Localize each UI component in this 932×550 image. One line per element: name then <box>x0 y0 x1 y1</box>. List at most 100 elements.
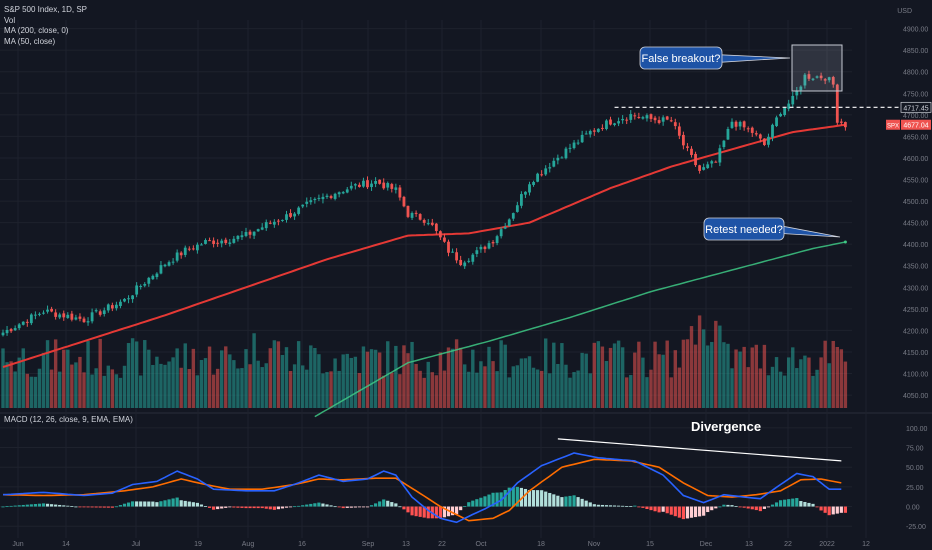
volume-bar <box>66 349 70 408</box>
volume-bar <box>604 360 609 408</box>
candle-body <box>224 239 228 244</box>
candle-body <box>767 136 770 145</box>
volume-bar <box>110 369 115 408</box>
volume-bar <box>592 342 596 408</box>
macd-histogram-bar <box>418 506 422 517</box>
macd-histogram-bar <box>45 503 50 507</box>
candle-body <box>738 121 742 127</box>
volume-bar <box>677 367 682 408</box>
volume-bar <box>539 370 544 408</box>
candle-body <box>576 142 580 144</box>
macd-histogram-bar <box>386 500 390 507</box>
candle-body <box>54 312 58 317</box>
macd-histogram-bar <box>313 503 317 507</box>
macd-histogram-bar <box>600 504 604 507</box>
volume-bar <box>730 368 734 408</box>
volume-bar <box>629 375 633 408</box>
candle-body <box>572 142 576 149</box>
macd-histogram-bar <box>426 506 430 519</box>
macd-histogram-bar <box>252 506 256 509</box>
volume-bar <box>369 349 374 408</box>
candle-body <box>115 304 118 309</box>
volume-bar <box>215 368 220 408</box>
volume-bar <box>220 350 224 408</box>
candle-body <box>285 214 288 220</box>
macd-histogram-bar <box>779 500 783 507</box>
macd-histogram-bar <box>301 505 305 507</box>
macd-histogram-bar <box>422 506 426 518</box>
candle-body <box>649 114 653 119</box>
candle-body <box>29 314 33 324</box>
macd-histogram-bar <box>264 506 268 509</box>
macd-histogram-bar <box>293 506 297 508</box>
volume-bar <box>418 370 422 408</box>
volume-bar <box>685 339 690 408</box>
macd-histogram-bar <box>361 506 366 508</box>
candle-body <box>641 117 645 119</box>
macd-histogram-bar <box>321 503 325 507</box>
time-tick-label: Nov <box>588 541 601 548</box>
time-tick-label: 22 <box>784 541 792 548</box>
macd-histogram-bar <box>722 504 726 507</box>
macd-histogram-bar <box>471 500 475 507</box>
macd-histogram-bar <box>548 492 552 507</box>
candle-body <box>370 183 373 188</box>
candle-body <box>690 148 693 155</box>
volume-bar <box>544 338 548 408</box>
volume-bar <box>799 359 803 408</box>
macd-histogram-bar <box>240 506 244 508</box>
candle-body <box>293 213 296 217</box>
time-tick-label: Dec <box>700 541 713 548</box>
volume-bar <box>475 372 479 408</box>
macd-histogram-bar <box>33 504 37 507</box>
volume-bar <box>78 356 82 408</box>
volume-bar <box>770 366 775 408</box>
volume-bar <box>171 357 175 408</box>
macd-histogram-bar <box>491 492 495 507</box>
volume-bar <box>661 354 665 408</box>
candle-body <box>131 295 134 300</box>
macd-histogram-bar <box>665 506 669 514</box>
volume-bar <box>313 347 317 408</box>
time-tick-label: Aug <box>242 541 255 548</box>
volume-bar <box>90 374 94 408</box>
macd-histogram-bar <box>495 492 499 507</box>
volume-bar <box>329 371 333 408</box>
false-breakout-callout-box <box>639 46 723 70</box>
candle-body <box>46 309 49 312</box>
volume-bar <box>382 375 386 408</box>
volume-bar <box>612 343 617 408</box>
macd-histogram-bar <box>337 506 341 508</box>
volume-bar <box>811 375 815 408</box>
volume-bar <box>422 377 426 408</box>
volume-bar <box>673 350 677 408</box>
macd-histogram-bar <box>734 505 738 507</box>
macd-histogram-bar <box>718 506 722 508</box>
volume-bar <box>653 341 657 408</box>
candle-body <box>212 240 215 244</box>
time-tick-label: 15 <box>646 541 654 548</box>
volume-bar <box>147 349 151 408</box>
level-badge <box>900 101 932 113</box>
breakout-box <box>791 44 843 92</box>
macd-histogram-bar <box>604 505 609 507</box>
macd-histogram-bar <box>94 506 98 508</box>
candle-body <box>94 310 98 312</box>
macd-histogram-bar <box>365 506 370 508</box>
macd-histogram-bar <box>742 506 746 508</box>
candle-body <box>682 134 685 146</box>
candle-body <box>568 147 572 149</box>
macd-histogram-bar <box>479 497 483 507</box>
macd-histogram-bar <box>70 506 74 507</box>
candle-body <box>38 313 41 315</box>
volume-bar <box>515 365 520 408</box>
spx-price-badge <box>901 119 931 130</box>
macd-histogram-bar <box>544 491 548 507</box>
macd-histogram-bar <box>82 506 86 508</box>
candle-body <box>256 229 260 232</box>
volume-bar <box>207 346 212 408</box>
volume-bar <box>236 368 240 408</box>
volume-bar <box>151 364 155 408</box>
macd-histogram-bar <box>187 501 191 507</box>
